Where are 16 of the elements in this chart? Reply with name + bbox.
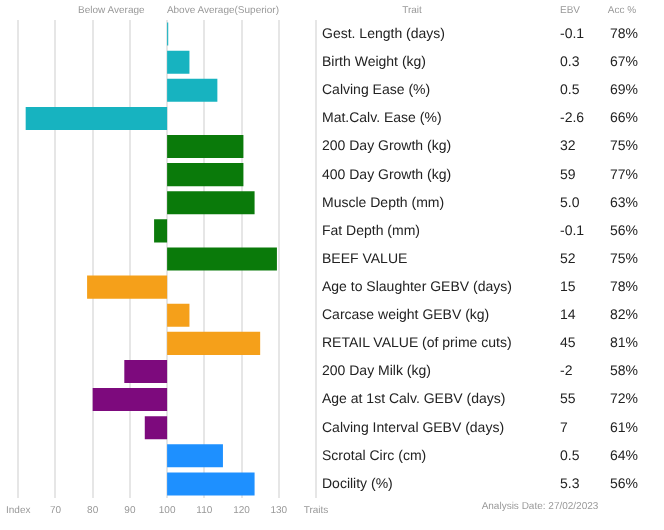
bar xyxy=(154,219,168,243)
bar xyxy=(87,275,168,299)
bar xyxy=(92,388,168,412)
bar xyxy=(167,303,190,327)
bar xyxy=(167,135,244,159)
bar xyxy=(167,163,244,187)
bar xyxy=(167,78,218,102)
bar xyxy=(167,50,190,74)
bar xyxy=(144,416,168,440)
bar xyxy=(167,331,261,355)
bar xyxy=(167,472,255,496)
bar xyxy=(167,191,255,215)
bar xyxy=(25,106,168,130)
bar xyxy=(124,359,168,383)
bar xyxy=(167,247,277,271)
bar xyxy=(167,444,223,468)
